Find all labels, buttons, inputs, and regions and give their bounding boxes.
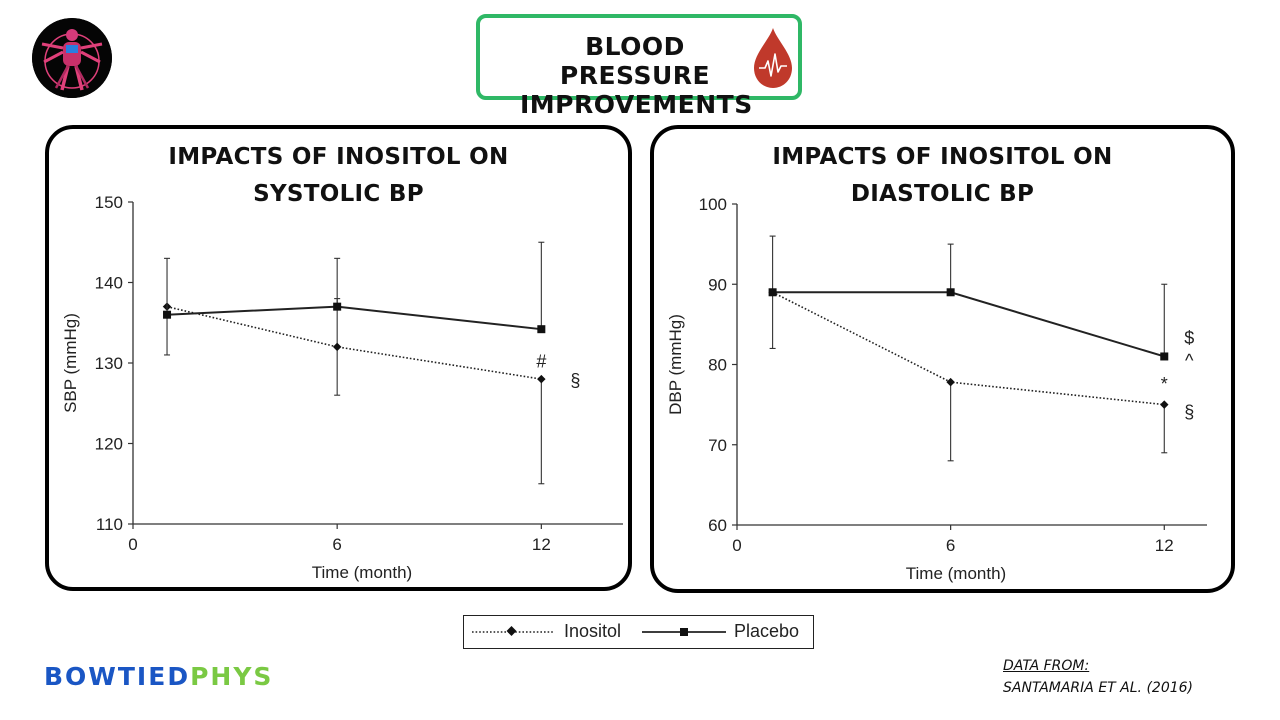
sbp-placebo-point: [537, 325, 546, 334]
systolic-chart-title: IMPACTS OF INOSITOL ON SYSTOLIC BP: [49, 139, 628, 213]
diastolic-chart-title: IMPACTS OF INOSITOL ON DIASTOLIC BP: [654, 139, 1231, 213]
sbp-chart: 110 120 130 140 150 0 6 12 Time (month) SBP (mmHg…: [61, 193, 623, 582]
legend: Inositol Placebo: [463, 615, 814, 649]
systolic-chart-panel: IMPACTS OF INOSITOL ON SYSTOLIC BP: [45, 125, 632, 591]
sbp-placebo-point: [163, 310, 172, 319]
dbp-inositol-point: [1160, 400, 1169, 409]
sbp-x-axis-label: Time (month): [312, 563, 412, 582]
page-title-line2: IMPROVEMENTS: [520, 90, 753, 119]
dbp-inositol-line: [772, 291, 1165, 406]
dbp-inositol-point: [946, 377, 955, 387]
diastolic-chart-title-line2: DIASTOLIC BP: [850, 181, 1035, 207]
title-box: BLOOD PRESSURE IMPROVEMENTS: [476, 14, 802, 119]
vitruvian-man-logo: [32, 18, 112, 98]
systolic-chart-title-line2: SYSTOLIC BP: [253, 181, 424, 207]
sbp-y-tick-label: 110: [96, 515, 123, 534]
sbp-y-tick-label: 130: [95, 354, 123, 373]
dbp-annotation: $: [1184, 328, 1194, 348]
dbp-y-tick-label: 70: [708, 436, 727, 455]
dbp-x-tick-label: 0: [732, 536, 741, 555]
dbp-placebo-point: [946, 288, 955, 297]
sbp-x-tick-label: 12: [532, 535, 551, 554]
sbp-annotation: #: [536, 351, 546, 371]
systolic-chart-title-line1: IMPACTS OF INOSITOL ON: [168, 144, 509, 170]
data-source: DATA FROM: SANTAMARIA ET AL. (2016): [1003, 655, 1193, 699]
diastolic-chart-title-line1: IMPACTS OF INOSITOL ON: [772, 144, 1113, 170]
legend-inositol-label: Inositol: [564, 621, 622, 641]
dbp-y-axis-label: DBP (mmHg): [666, 314, 685, 415]
sbp-placebo-point: [333, 302, 342, 311]
brand-part1: BOWTIED: [44, 662, 191, 691]
sbp-inositol-point: [537, 374, 546, 384]
dbp-chart: 60 70 80 90 100 0 6 12 Time (month) DBP (mmHg) $^ *…: [666, 195, 1207, 583]
sbp-x-tick-label: 0: [128, 535, 137, 554]
brand-logo: BOWTIEDPHYS: [44, 662, 273, 691]
sbp-placebo-line: [166, 305, 542, 331]
blood-drop-icon: [754, 28, 792, 88]
sbp-inositol-line: [166, 305, 542, 380]
legend-inositol-marker: [506, 626, 517, 636]
sbp-annotation: §: [570, 371, 580, 391]
brand-part2: PHYS: [190, 662, 274, 691]
sbp-y-tick-label: 150: [95, 193, 123, 212]
dbp-placebo-line: [772, 291, 1165, 358]
sbp-y-axis-label: SBP (mmHg): [61, 313, 80, 413]
dbp-x-tick-label: 12: [1155, 536, 1174, 555]
dbp-annotation: §: [1184, 402, 1194, 422]
page-title-line1: BLOOD PRESSURE: [559, 32, 711, 90]
diastolic-chart-panel: IMPACTS OF INOSITOL ON DIASTOLIC BP: [650, 125, 1235, 593]
dbp-y-tick-label: 90: [708, 275, 727, 294]
dbp-x-axis-label: Time (month): [906, 564, 1006, 583]
dbp-y-tick-label: 60: [708, 516, 727, 535]
dbp-annotation: ^: [1185, 350, 1194, 370]
dbp-placebo-point: [1160, 352, 1169, 361]
sbp-y-tick-label: 120: [95, 435, 123, 454]
legend-graphics: [472, 626, 726, 636]
legend-placebo-label: Placebo: [734, 621, 800, 641]
legend-placebo-marker: [680, 628, 688, 636]
dbp-annotation: *: [1161, 374, 1168, 394]
sbp-inositol-point: [332, 342, 342, 352]
sbp-x-tick-label: 6: [332, 535, 341, 554]
data-source-ref: SANTAMARIA ET AL. (2016): [1003, 680, 1193, 696]
page-title: BLOOD PRESSURE IMPROVEMENTS: [520, 32, 753, 119]
dbp-y-tick-label: 100: [699, 195, 727, 214]
dbp-x-tick-label: 6: [946, 536, 955, 555]
sbp-y-tick-label: 140: [95, 274, 123, 293]
dbp-placebo-point: [768, 288, 777, 297]
dbp-y-tick-label: 80: [708, 356, 727, 375]
data-source-label: DATA FROM:: [1003, 658, 1090, 674]
